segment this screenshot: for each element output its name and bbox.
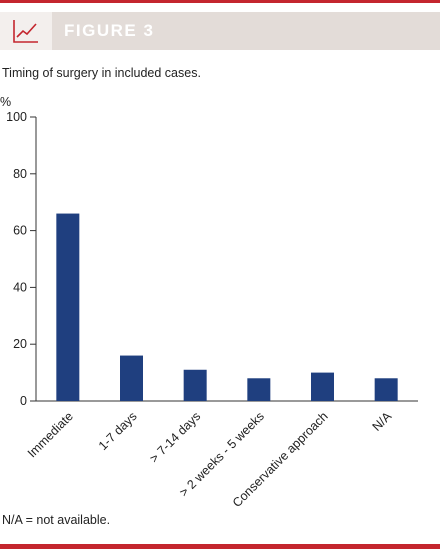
figure-header: FIGURE 3 (0, 12, 440, 50)
bar (374, 378, 398, 401)
bar (120, 355, 143, 401)
bottom-rule (0, 544, 440, 549)
bar-chart: % 0 20 40 60 80 100 Immediate 1-7 days > 7-14 day… (0, 95, 418, 510)
x-tick-label: N/A (370, 409, 395, 434)
x-tick-label: 1-7 days (96, 409, 140, 453)
top-rule (0, 0, 440, 3)
y-tick-label: 80 (13, 167, 27, 181)
line-chart-icon (13, 20, 38, 43)
x-tick-label: Immediate (25, 409, 76, 460)
figure-label: FIGURE 3 (64, 21, 155, 40)
bar (56, 213, 80, 401)
bar (247, 378, 271, 401)
bar (311, 372, 334, 401)
y-tick-label: 60 (13, 224, 27, 238)
figure-footnote: N/A = not available. (2, 513, 111, 527)
y-axis-label: % (0, 95, 11, 109)
y-tick-label: 40 (13, 280, 27, 294)
figure-caption: Timing of surgery in included cases. (2, 66, 201, 80)
y-tick-label: 20 (13, 337, 27, 351)
bar (183, 369, 207, 401)
header-icon-box (0, 12, 52, 50)
y-tick-label: 100 (6, 110, 27, 124)
x-tick-label: > 7-14 days (147, 409, 203, 465)
y-tick-label: 0 (20, 394, 27, 408)
